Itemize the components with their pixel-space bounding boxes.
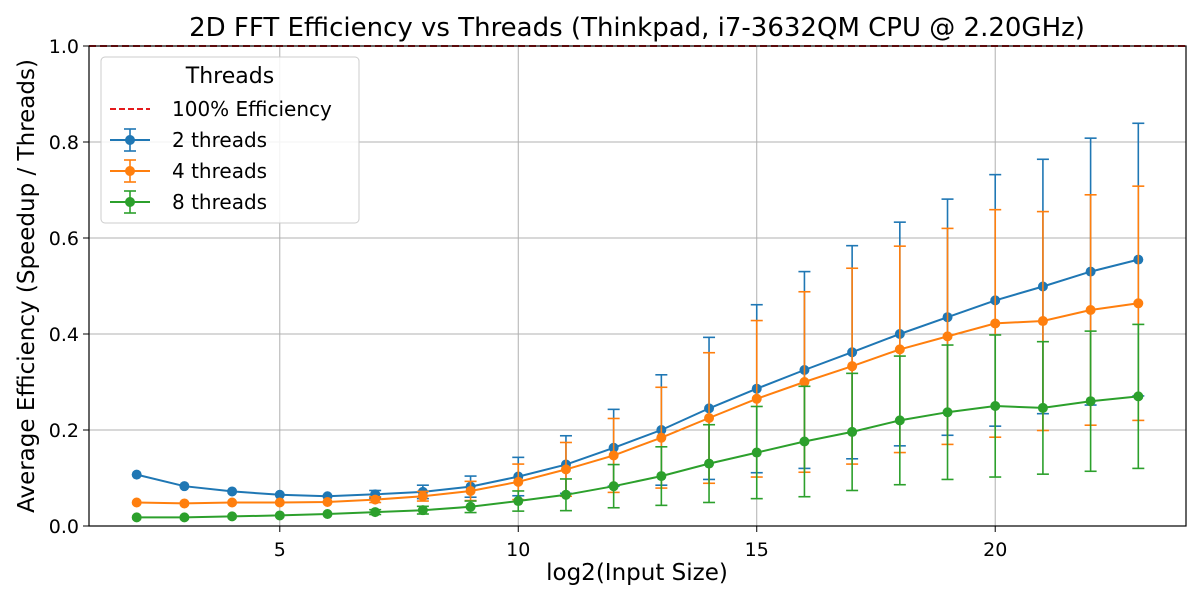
data-point [1037, 316, 1048, 327]
series-line [136, 302, 1139, 505]
legend-box [100, 56, 360, 224]
y-tick-label: 0.0 [49, 516, 79, 538]
data-point [227, 511, 238, 522]
y-tick-label: 0.8 [49, 132, 79, 154]
legend-title: Threads [185, 64, 274, 89]
data-point [179, 512, 190, 523]
data-point [322, 497, 333, 507]
legend-item: 8 threads [110, 190, 267, 214]
data-point [751, 447, 762, 458]
x-tick-label: 15 [745, 539, 769, 561]
legend-label: 4 threads [172, 159, 267, 183]
data-point [179, 498, 190, 509]
data-point [370, 494, 381, 505]
data-point [560, 489, 571, 500]
data-point [799, 377, 810, 387]
x-tick-label: 5 [274, 539, 286, 561]
legend-item: 100% Efficiency [110, 97, 332, 121]
data-point [847, 426, 858, 437]
legend-item: 2 threads [110, 128, 267, 152]
data-point [847, 361, 858, 372]
data-point [513, 496, 524, 507]
legend-swatch-marker [125, 166, 135, 176]
data-point [799, 436, 810, 447]
data-point [704, 458, 715, 469]
data-point [942, 407, 953, 418]
data-point [1085, 396, 1096, 407]
data-point [274, 510, 285, 521]
data-point [656, 471, 667, 482]
y-tick-label: 0.4 [49, 324, 79, 346]
legend: Threads 100% Efficiency 2 threads 4 thread… [100, 56, 360, 224]
data-point [370, 507, 381, 518]
data-point [465, 501, 476, 512]
data-point [417, 505, 428, 516]
data-point [990, 318, 1001, 329]
data-point [1133, 298, 1144, 309]
data-point [704, 413, 715, 423]
legend-label: 100% Efficiency [172, 97, 332, 121]
data-point [227, 497, 238, 508]
y-tick-label: 0.2 [49, 420, 79, 442]
ticks: 5 10 15 20 0.0 0.2 0.4 0.6 0.8 1.0 [49, 36, 1008, 561]
data-point [322, 509, 333, 519]
x-tick-label: 10 [506, 539, 530, 561]
legend-swatch-marker [125, 197, 135, 207]
y-axis-label: Average Efficiency (Speedup / Threads) [14, 59, 40, 513]
data-point [656, 432, 667, 443]
data-point [608, 481, 619, 492]
legend-label: 2 threads [172, 128, 267, 152]
series-8-threads [131, 323, 1145, 523]
series-line [136, 258, 1139, 498]
data-point [751, 393, 762, 404]
chart-title: 2D FFT Efficiency vs Threads (Thinkpad, … [189, 13, 1085, 43]
series-line [136, 395, 1139, 519]
plot-frame [88, 45, 1187, 527]
data-point [1037, 402, 1048, 413]
legend-swatch-marker [125, 135, 135, 145]
data-point [1133, 391, 1144, 402]
data-point [131, 497, 142, 508]
data-point [227, 486, 238, 497]
data-point [465, 485, 476, 496]
data-point [608, 450, 619, 461]
data-point [417, 491, 428, 502]
data-point [942, 331, 953, 342]
data-point [179, 481, 190, 492]
data-point [894, 415, 905, 426]
data-point [274, 497, 285, 508]
data-point [1085, 305, 1096, 315]
data-point [131, 469, 142, 480]
data-point [131, 512, 142, 523]
series-4-threads [131, 185, 1145, 509]
data-point [560, 464, 571, 475]
x-axis-label: log2(Input Size) [546, 560, 728, 586]
data-point [513, 476, 524, 487]
legend-label: 8 threads [172, 190, 267, 214]
legend-item: 4 threads [110, 159, 267, 183]
y-tick-label: 1.0 [49, 36, 79, 58]
data-point [894, 344, 905, 355]
data-point [274, 489, 285, 500]
data-point [990, 401, 1001, 411]
y-tick-label: 0.6 [49, 228, 79, 250]
x-tick-label: 20 [983, 539, 1007, 561]
